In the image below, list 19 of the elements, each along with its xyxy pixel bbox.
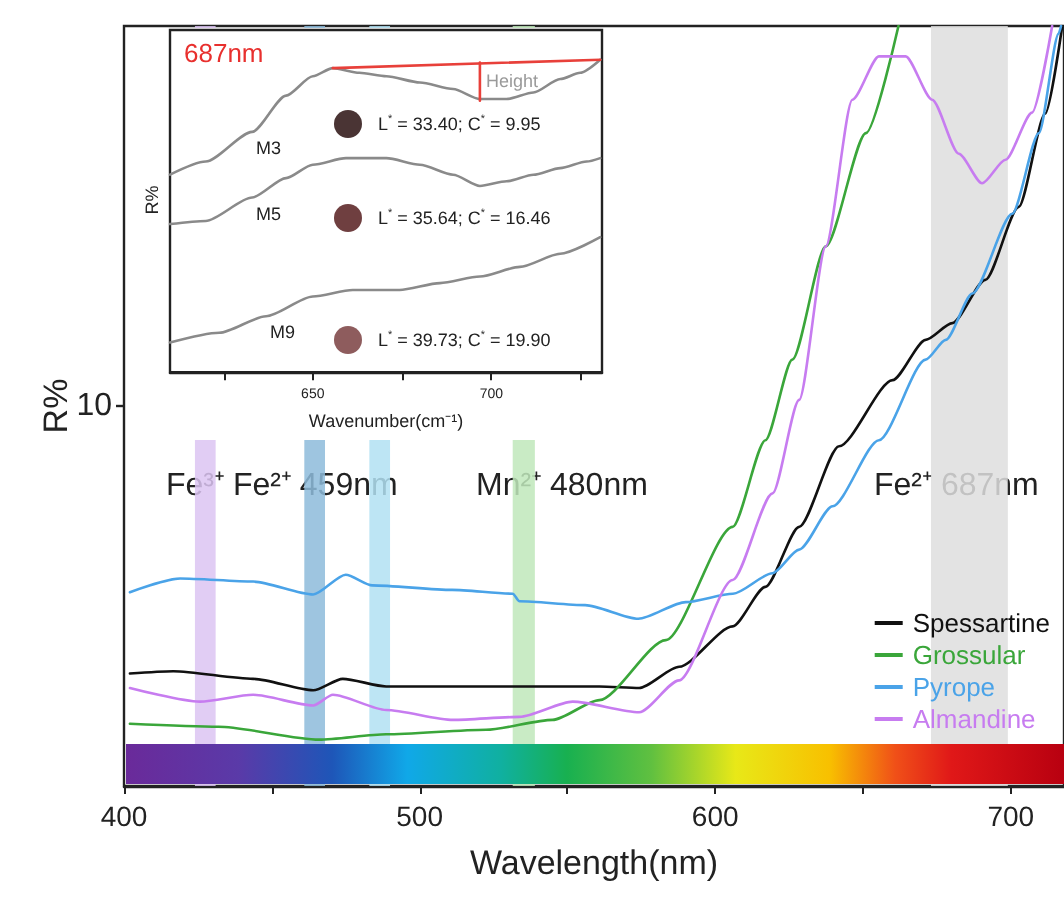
x-tick-label: 400 <box>100 800 148 832</box>
legend-label: Grossular <box>912 640 1027 670</box>
text: 10 <box>76 389 113 423</box>
series-label: M3 <box>256 137 282 158</box>
series-label: M5 <box>256 203 282 224</box>
series-label: M9 <box>270 322 296 343</box>
x-axis-title: Wavelength(nm) <box>469 844 719 882</box>
x-tick-label: 500 <box>396 800 444 832</box>
annotation: Mn²⁺ 480nm <box>476 469 648 503</box>
legend-label: Pyrope <box>912 672 996 702</box>
legend-label: Almandine <box>912 704 1036 734</box>
y-axis-title: R% <box>37 378 75 434</box>
legend-label: Spessartine <box>912 608 1051 638</box>
x-tick-label: 600 <box>691 800 739 832</box>
annotation: Height <box>485 71 539 92</box>
x-tick-label: 700 <box>987 800 1035 832</box>
chart-title: 687nm <box>184 38 264 68</box>
y-axis-title: R% <box>142 185 162 215</box>
x-axis-title: Wavenumber(cm⁻¹) <box>308 411 464 431</box>
